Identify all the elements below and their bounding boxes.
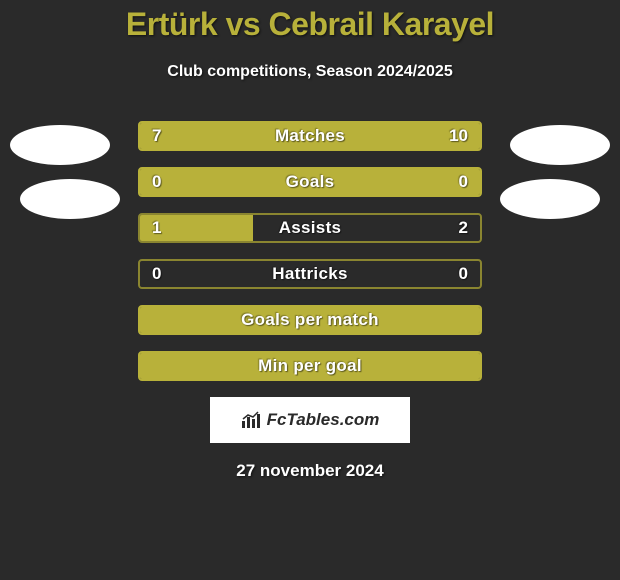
stat-label: Goals per match bbox=[140, 310, 480, 330]
stat-bar: Min per goal bbox=[138, 351, 482, 381]
stat-label: Goals bbox=[140, 172, 480, 192]
stat-bar: 00Hattricks bbox=[138, 259, 482, 289]
bars-column: 710Matches 00Goals 12Assists 00Hattricks Goa… bbox=[138, 121, 482, 381]
stat-bar: 710Matches bbox=[138, 121, 482, 151]
stat-bar: 00Goals bbox=[138, 167, 482, 197]
player-left-avatar-1 bbox=[10, 125, 110, 165]
stat-bar: Goals per match bbox=[138, 305, 482, 335]
stat-label: Min per goal bbox=[140, 356, 480, 376]
player-left-avatar-2 bbox=[20, 179, 120, 219]
stat-label: Assists bbox=[140, 218, 480, 238]
stat-label: Matches bbox=[140, 126, 480, 146]
comparison-infographic: Ertürk vs Cebrail Karayel Club competiti… bbox=[0, 0, 620, 481]
player-right-avatar-1 bbox=[510, 125, 610, 165]
stats-area: 710Matches 00Goals 12Assists 00Hattricks Goa… bbox=[0, 121, 620, 381]
stat-bar: 12Assists bbox=[138, 213, 482, 243]
stat-label: Hattricks bbox=[140, 264, 480, 284]
fctables-logo: FcTables.com bbox=[210, 397, 410, 443]
chart-icon bbox=[241, 411, 263, 429]
subtitle: Club competitions, Season 2024/2025 bbox=[0, 63, 620, 81]
page-title: Ertürk vs Cebrail Karayel bbox=[0, 6, 620, 43]
date-text: 27 november 2024 bbox=[0, 461, 620, 481]
player-right-avatar-2 bbox=[500, 179, 600, 219]
logo-text: FcTables.com bbox=[267, 410, 380, 430]
